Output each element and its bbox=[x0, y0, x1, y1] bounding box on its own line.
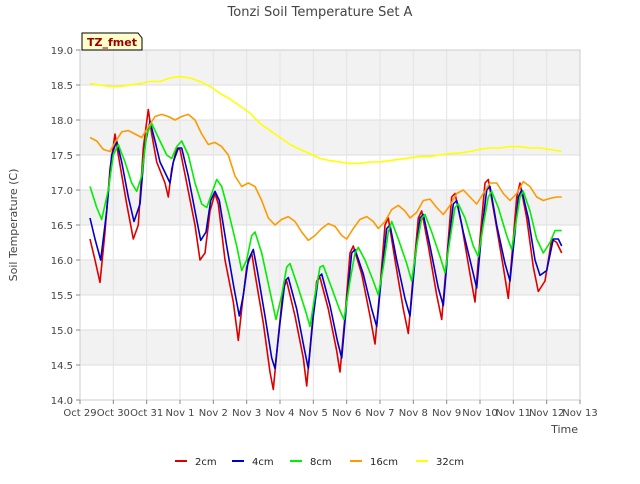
legend: 2cm 4cm 8cm 16cm 32cm bbox=[175, 457, 464, 468]
y-tick-label: 19.0 bbox=[51, 46, 73, 57]
y-tick-label: 18.5 bbox=[51, 81, 73, 92]
y-axis-label: Soil Temperature (C) bbox=[7, 169, 20, 282]
station-badge-box bbox=[81, 32, 143, 51]
legend-label-2cm: 2cm bbox=[195, 457, 217, 468]
series-line-8cm bbox=[89, 122, 562, 328]
y-tick-label: 15.0 bbox=[51, 326, 73, 337]
x-tick-label: Nov 11 bbox=[496, 408, 531, 419]
legend-label-8cm: 8cm bbox=[310, 457, 332, 468]
series-line-16cm bbox=[89, 113, 562, 242]
y-tick-label: 17.5 bbox=[51, 151, 73, 162]
y-tick-label: 14.0 bbox=[51, 396, 73, 407]
x-tick-label: Oct 31 bbox=[130, 408, 163, 419]
series-lines bbox=[89, 75, 563, 391]
y-tick-label: 15.5 bbox=[51, 291, 73, 302]
x-tick-label: Nov 2 bbox=[199, 408, 228, 419]
x-axis-label: Time bbox=[550, 423, 578, 436]
x-tick-label: Oct 30 bbox=[97, 408, 130, 419]
x-tick-label: Oct 29 bbox=[63, 408, 96, 419]
legend-label-4cm: 4cm bbox=[252, 457, 274, 468]
x-tick-label: Nov 12 bbox=[529, 408, 564, 419]
x-tick-label: Nov 9 bbox=[432, 408, 461, 419]
y-axis-ticks: 14.0 14.5 15.0 15.5 16.0 16.5 17.0 17.5 18.0 18.5… bbox=[51, 46, 80, 407]
y-tick-label: 16.5 bbox=[51, 221, 73, 232]
x-tick-label: Nov 10 bbox=[462, 408, 497, 419]
series-line-4cm bbox=[89, 120, 563, 370]
x-tick-label: Nov 6 bbox=[332, 408, 361, 419]
y-tick-label: 14.5 bbox=[51, 361, 73, 372]
station-badge-label: TZ_fmet bbox=[87, 36, 137, 49]
chart-title: Tonzi Soil Temperature Set A bbox=[227, 5, 413, 20]
series-line-32cm bbox=[89, 75, 562, 165]
x-tick-label: Nov 5 bbox=[299, 408, 328, 419]
x-tick-label: Nov 13 bbox=[562, 408, 597, 419]
plot-band bbox=[80, 190, 580, 225]
y-tick-label: 18.0 bbox=[51, 116, 73, 127]
plot-band bbox=[80, 50, 580, 85]
x-tick-label: Nov 7 bbox=[365, 408, 394, 419]
x-tick-label: Nov 8 bbox=[399, 408, 428, 419]
plot-band bbox=[80, 330, 580, 365]
legend-label-16cm: 16cm bbox=[370, 457, 398, 468]
y-tick-label: 17.0 bbox=[51, 186, 73, 197]
y-tick-label: 16.0 bbox=[51, 256, 73, 267]
x-tick-label: Nov 4 bbox=[265, 408, 294, 419]
plot-band bbox=[80, 260, 580, 295]
x-axis-ticks: Oct 29 Oct 30 Oct 31 Nov 1 Nov 2 Nov 3 Nov 4 No… bbox=[63, 400, 598, 419]
legend-label-32cm: 32cm bbox=[436, 457, 464, 468]
x-tick-label: Nov 1 bbox=[165, 408, 194, 419]
x-tick-label: Nov 3 bbox=[232, 408, 261, 419]
station-badge: TZ_fmet bbox=[81, 32, 143, 51]
